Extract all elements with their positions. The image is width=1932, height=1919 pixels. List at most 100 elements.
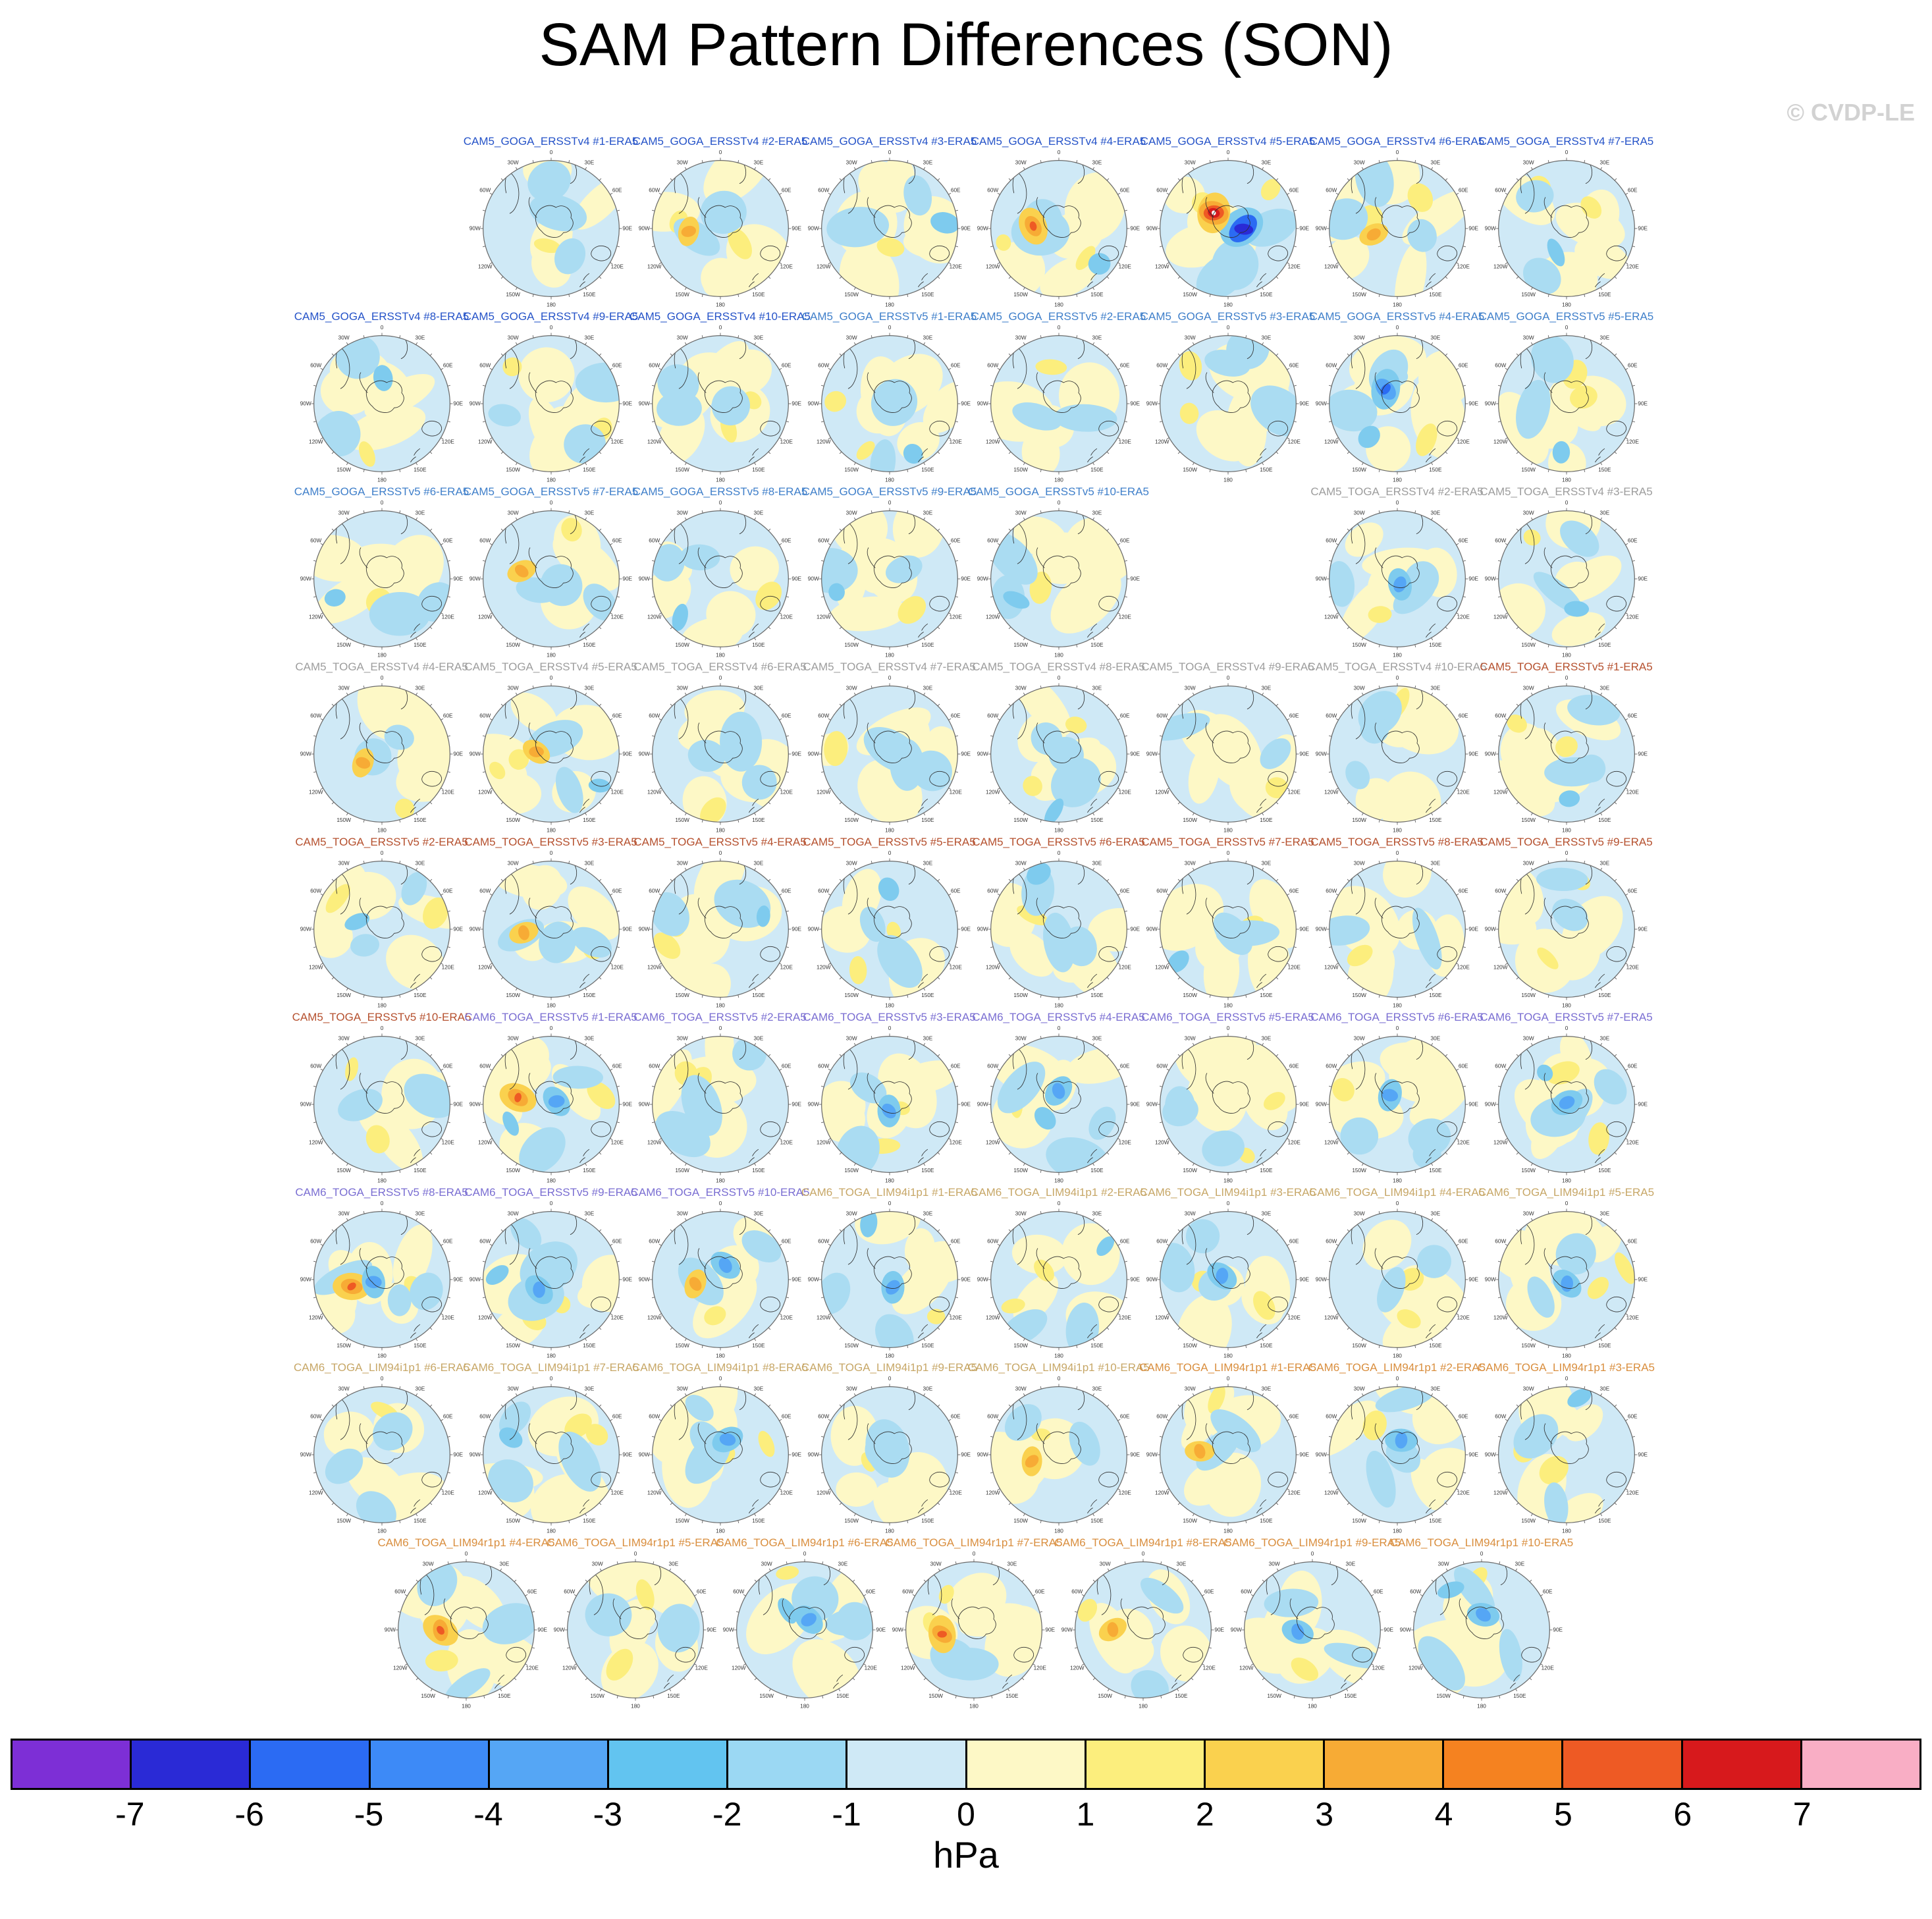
polar-map: 0 30E 60E 90E 120E 150E 180 150W 120W 90W 60W 30W <box>300 675 463 833</box>
svg-text:60E: 60E <box>1627 888 1637 894</box>
svg-text:150E: 150E <box>583 1168 596 1174</box>
svg-text:30E: 30E <box>669 1561 679 1567</box>
svg-text:30E: 30E <box>923 510 932 516</box>
panel-label: CAM5_TOGA_ERSSTv5 #5-ERA5 <box>803 836 976 848</box>
svg-text:120E: 120E <box>949 439 962 445</box>
panel-label: CAM5_GOGA_ERSSTv5 #9-ERA5 <box>801 485 977 498</box>
colorbar-segment <box>726 1741 846 1788</box>
svg-text:150W: 150W <box>336 817 351 823</box>
svg-text:150E: 150E <box>1429 1343 1442 1349</box>
map-panel: CAM6_TOGA_LIM94r1p1 #3-ERA5 0 30E 60E 90E 120… <box>1478 1361 1655 1536</box>
svg-text:150W: 150W <box>1521 817 1536 823</box>
svg-text:180: 180 <box>969 1703 979 1709</box>
svg-text:30E: 30E <box>1261 860 1271 866</box>
polar-map: 0 30E 60E 90E 120E 150E 180 150W 120W 90W 60W 30W <box>1484 149 1648 308</box>
svg-text:150E: 150E <box>1260 1343 1273 1349</box>
panel-label: CAM6_TOGA_ERSSTv5 #4-ERA5 <box>972 1011 1145 1023</box>
colorbar-unit-label: hPa <box>933 1834 999 1876</box>
svg-text:30E: 30E <box>1599 510 1609 516</box>
svg-text:120W: 120W <box>477 1139 492 1145</box>
polar-map: 0 30E 60E 90E 120E 150E 180 150W 120W 90W 60W 30W <box>807 675 971 833</box>
panel-label: CAM5_GOGA_ERSSTv4 #6-ERA5 <box>1309 135 1485 148</box>
svg-text:120W: 120W <box>308 789 323 795</box>
svg-text:150E: 150E <box>921 467 934 473</box>
svg-text:30W: 30W <box>1184 860 1195 866</box>
svg-text:90W: 90W <box>1484 576 1495 582</box>
svg-text:90E: 90E <box>792 751 801 757</box>
svg-text:120W: 120W <box>1493 1139 1507 1145</box>
svg-text:180: 180 <box>377 477 387 483</box>
svg-text:60E: 60E <box>1119 363 1129 369</box>
polar-map: 0 30E 60E 90E 120E 150E 180 150W 120W 90W 60W 30W <box>977 675 1140 833</box>
svg-text:0: 0 <box>549 1201 552 1206</box>
svg-text:120W: 120W <box>1154 964 1169 970</box>
map-panel: CAM5_GOGA_ERSSTv5 #1-ERA5 0 30E 60E 90E 120E 1… <box>802 310 977 485</box>
svg-text:30W: 30W <box>1015 685 1026 691</box>
svg-text:120W: 120W <box>1239 1665 1254 1671</box>
svg-text:90E: 90E <box>622 1102 632 1108</box>
map-panel: CAM5_TOGA_ERSSTv5 #7-ERA5 0 30E 60E 90E 120E 1… <box>1141 836 1314 1011</box>
svg-text:60E: 60E <box>1543 1589 1553 1595</box>
svg-text:90W: 90W <box>723 1627 734 1633</box>
panel-row: CAM6_TOGA_ERSSTv5 #8-ERA5 0 30E 60E 90E 120E 1… <box>295 1186 1654 1361</box>
svg-text:60E: 60E <box>1458 713 1468 719</box>
svg-text:90E: 90E <box>1299 401 1309 407</box>
map-panel: CAM5_TOGA_ERSSTv4 #8-ERA5 0 30E 60E 90E 120E 1… <box>972 661 1144 836</box>
svg-text:60W: 60W <box>818 713 829 719</box>
panel-label: CAM5_TOGA_ERSSTv4 #7-ERA5 <box>803 661 976 673</box>
svg-text:60E: 60E <box>612 188 622 194</box>
svg-text:60E: 60E <box>1458 1064 1468 1069</box>
svg-text:150E: 150E <box>752 1343 765 1349</box>
svg-text:60W: 60W <box>1326 713 1337 719</box>
svg-text:90E: 90E <box>1468 751 1478 757</box>
svg-text:150W: 150W <box>590 1693 604 1699</box>
svg-text:30E: 30E <box>415 510 425 516</box>
svg-text:180: 180 <box>1562 1177 1571 1183</box>
svg-text:90W: 90W <box>1484 751 1495 757</box>
map-panel: CAM6_TOGA_ERSSTv5 #5-ERA5 0 30E 60E 90E 120E 1… <box>1141 1011 1314 1186</box>
svg-text:0: 0 <box>888 1201 891 1206</box>
svg-text:150W: 150W <box>1013 817 1028 823</box>
svg-text:60E: 60E <box>443 1064 452 1069</box>
panel-label: CAM5_TOGA_ERSSTv5 #9-ERA5 <box>1480 836 1653 848</box>
svg-text:60E: 60E <box>781 363 791 369</box>
svg-text:30E: 30E <box>923 159 932 165</box>
svg-text:90E: 90E <box>622 401 632 407</box>
svg-text:0: 0 <box>1226 1376 1229 1382</box>
panel-label: CAM6_TOGA_LIM94r1p1 #9-ERA5 <box>1223 1536 1401 1549</box>
svg-text:120W: 120W <box>1409 1665 1423 1671</box>
svg-text:180: 180 <box>1393 652 1402 658</box>
svg-text:90E: 90E <box>622 751 632 757</box>
svg-text:90E: 90E <box>453 1102 463 1108</box>
svg-text:30W: 30W <box>1015 335 1026 340</box>
map-panel: CAM6_TOGA_ERSSTv5 #1-ERA5 0 30E 60E 90E 120E 1… <box>464 1011 637 1186</box>
svg-text:180: 180 <box>377 1528 387 1534</box>
polar-map: 0 30E 60E 90E 120E 150E 180 150W 120W 90W 60W 30W <box>807 1376 971 1534</box>
map-panel: CAM5_GOGA_ERSSTv5 #2-ERA5 0 30E 60E 90E 120E 1… <box>971 310 1146 485</box>
svg-text:90W: 90W <box>638 226 649 232</box>
map-panel: CAM6_TOGA_ERSSTv5 #7-ERA5 0 30E 60E 90E 120E 1… <box>1480 1011 1652 1186</box>
watermark: © CVDP-LE <box>1786 99 1915 126</box>
svg-text:60E: 60E <box>1458 888 1468 894</box>
svg-text:30E: 30E <box>500 1561 510 1567</box>
polar-map: 0 30E 60E 90E 120E 150E 180 150W 120W 90W 60W 30W <box>1315 149 1478 308</box>
svg-text:90E: 90E <box>1299 927 1309 932</box>
svg-text:150E: 150E <box>1260 817 1273 823</box>
svg-text:60W: 60W <box>310 713 321 719</box>
svg-text:60W: 60W <box>818 1239 829 1245</box>
colorbar-segment <box>1561 1741 1681 1788</box>
svg-text:0: 0 <box>1395 500 1399 506</box>
svg-text:30E: 30E <box>1346 1561 1356 1567</box>
svg-text:180: 180 <box>1393 827 1402 833</box>
svg-text:60W: 60W <box>1495 1239 1506 1245</box>
svg-text:150W: 150W <box>506 817 520 823</box>
svg-text:90W: 90W <box>638 1452 649 1458</box>
svg-text:90E: 90E <box>961 401 971 407</box>
svg-text:120W: 120W <box>1324 964 1338 970</box>
colorbar-segment <box>1203 1741 1324 1788</box>
svg-text:90W: 90W <box>977 1277 988 1283</box>
svg-text:120E: 120E <box>1457 1490 1470 1496</box>
svg-text:90W: 90W <box>1146 1102 1157 1108</box>
svg-text:120W: 120W <box>477 263 492 269</box>
svg-text:60E: 60E <box>950 713 960 719</box>
